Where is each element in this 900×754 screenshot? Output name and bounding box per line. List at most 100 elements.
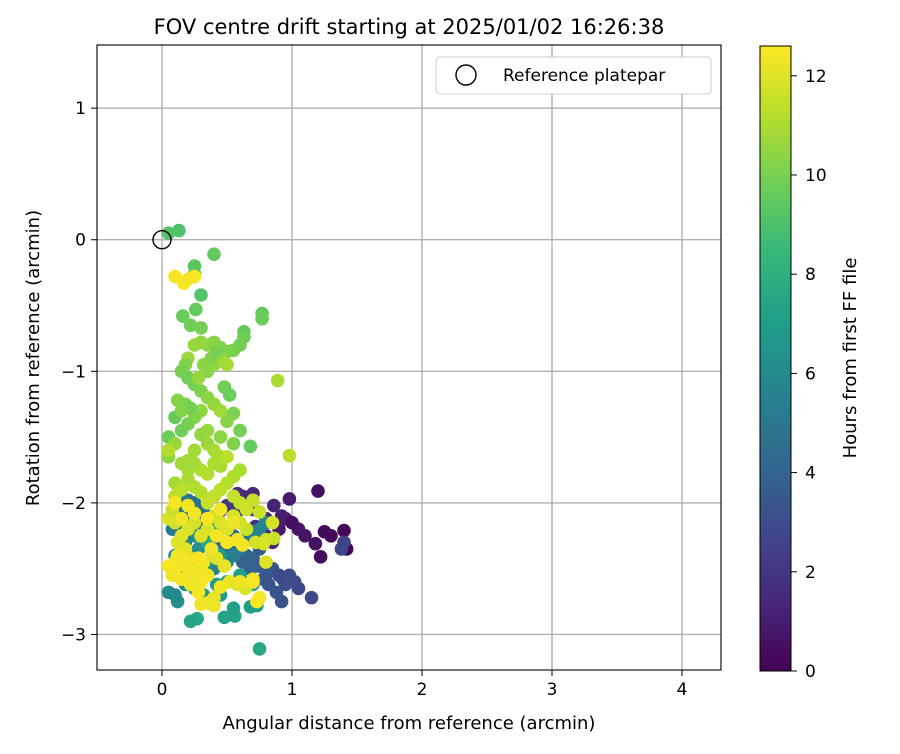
y-tick-label: 1 <box>75 99 86 119</box>
data-point <box>204 542 219 556</box>
data-point <box>161 443 176 458</box>
data-point <box>178 555 193 569</box>
data-point <box>255 311 269 326</box>
colorbar-bar <box>759 45 792 672</box>
x-tick-label: 4 <box>677 680 688 700</box>
data-point <box>226 601 241 615</box>
data-point <box>226 436 241 451</box>
data-point <box>174 423 189 438</box>
x-axis-ticks: 0 1 2 3 4 <box>157 670 688 700</box>
data-point <box>222 388 237 402</box>
data-point <box>161 559 176 573</box>
data-point <box>226 515 241 530</box>
data-point <box>282 448 297 463</box>
data-point <box>187 443 202 458</box>
colorbar-ticks: 0 2 4 6 8 10 12 <box>791 67 827 682</box>
data-point <box>207 456 221 471</box>
data-point <box>213 430 228 444</box>
data-point <box>217 559 232 573</box>
data-point <box>176 309 190 323</box>
x-tick-label: 1 <box>287 680 298 700</box>
data-point <box>200 568 215 583</box>
data-point <box>181 498 195 513</box>
data-point <box>220 414 234 429</box>
data-point <box>194 597 208 612</box>
data-point <box>168 496 182 510</box>
colorbar-tick-label: 10 <box>805 166 827 186</box>
data-point <box>252 505 267 519</box>
data-point <box>191 551 206 565</box>
data-point <box>181 453 195 468</box>
legend: Reference platepar <box>435 56 712 95</box>
x-tick-label: 3 <box>547 680 558 700</box>
data-point <box>213 502 228 517</box>
data-point <box>282 492 297 506</box>
colorbar-tick-label: 8 <box>805 265 816 285</box>
data-point <box>187 338 202 352</box>
x-axis-label: Angular distance from reference (arcmin) <box>223 713 596 734</box>
data-point <box>189 302 203 317</box>
data-point <box>220 357 234 372</box>
data-point <box>265 515 280 530</box>
y-axis-ticks: 1 0 −1 −2 −3 <box>61 99 97 645</box>
colorbar-tick-label: 6 <box>805 364 816 384</box>
data-point <box>213 403 228 418</box>
data-point <box>213 580 228 594</box>
data-point <box>174 511 189 526</box>
data-point <box>233 575 247 589</box>
colorbar-tick-label: 12 <box>805 67 827 87</box>
data-point <box>252 642 267 656</box>
reference-platepar-marker <box>152 230 172 250</box>
data-point <box>200 496 215 510</box>
data-point <box>191 371 206 385</box>
data-point <box>183 614 198 629</box>
data-point <box>217 610 232 625</box>
data-point <box>194 528 208 543</box>
data-point <box>311 484 325 498</box>
data-point <box>187 269 202 284</box>
data-point <box>233 423 247 438</box>
data-point <box>250 594 264 609</box>
data-point <box>248 535 263 550</box>
data-point <box>235 538 250 552</box>
data-point <box>267 498 281 513</box>
x-tick-label: 2 <box>417 680 428 700</box>
data-point <box>313 550 328 564</box>
y-tick-label: 0 <box>75 231 86 251</box>
grid-lines <box>97 45 721 670</box>
colorbar-tick-label: 4 <box>805 464 816 484</box>
data-point <box>181 472 195 487</box>
data-point <box>261 577 276 592</box>
legend-box <box>435 56 712 95</box>
data-point <box>243 439 258 454</box>
data-point <box>172 223 186 238</box>
data-point <box>220 450 234 464</box>
colorbar: 0 2 4 6 8 10 12 Hours from first FF file <box>759 45 861 682</box>
data-point <box>207 247 221 262</box>
data-point <box>246 575 260 589</box>
colorbar-tick-label: 0 <box>805 662 816 682</box>
data-point <box>174 403 189 418</box>
data-point <box>272 568 286 583</box>
data-point <box>168 588 182 602</box>
colorbar-tick-label: 2 <box>805 563 816 583</box>
y-axis-label: Rotation from reference (arcmin) <box>23 210 44 506</box>
data-point <box>317 525 332 539</box>
data-point <box>183 318 198 333</box>
x-tick-label: 0 <box>157 680 168 700</box>
data-point <box>285 515 299 530</box>
plot-frame <box>96 44 722 671</box>
data-point <box>209 528 224 543</box>
data-point <box>207 598 221 613</box>
colorbar-label: Hours from first FF file <box>840 258 861 459</box>
data-point <box>259 555 273 569</box>
legend-marker-icon <box>455 64 477 86</box>
chart-title: FOV centre drift starting at 2025/01/02 … <box>154 15 665 39</box>
y-tick-label: −2 <box>61 494 86 514</box>
data-point <box>194 321 208 335</box>
data-point <box>246 493 260 508</box>
legend-label: Reference platepar <box>503 66 665 86</box>
y-tick-label: −3 <box>61 625 86 645</box>
